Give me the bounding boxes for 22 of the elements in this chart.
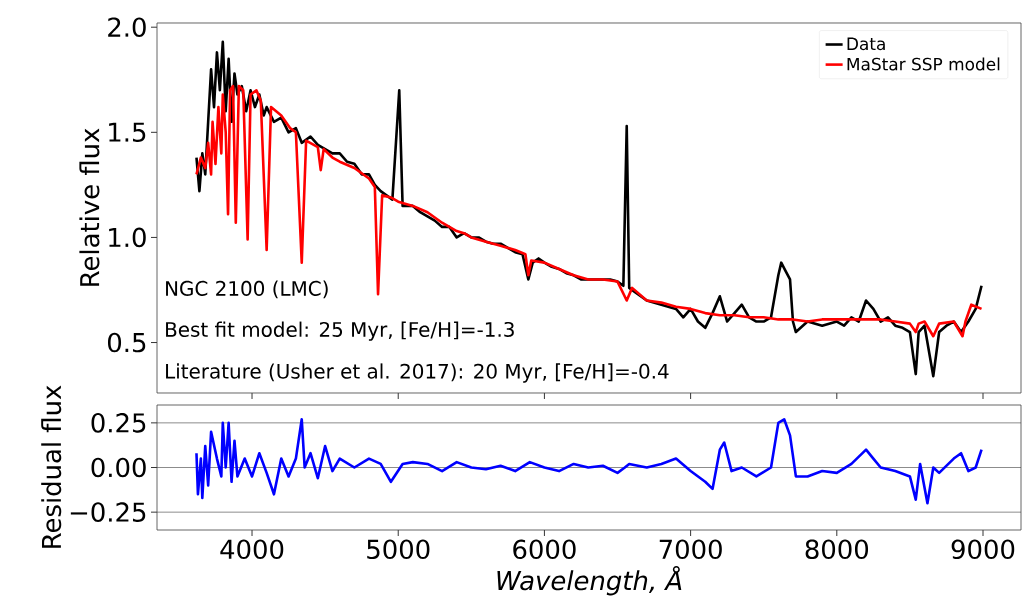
x-tick-label: 8000 <box>805 539 869 560</box>
line-series <box>195 417 983 505</box>
annotation: Best fit model: 25 Myr, [Fe/H]=-1.3 <box>166 321 514 341</box>
legend-label: Data <box>847 37 885 51</box>
x-tick-label: 4000 <box>220 539 284 560</box>
legend-label: MaStar SSP model <box>847 57 1000 71</box>
y-tick-label: 2.0 <box>108 17 146 37</box>
y-tick-label: 0.5 <box>107 332 146 353</box>
x-tick-label: 5000 <box>367 539 430 560</box>
x-tick-label: 9000 <box>951 539 1015 560</box>
y-axis-title: Residual flux <box>41 385 62 548</box>
x-axis-title: Wavelength, Å <box>497 565 682 596</box>
y-tick-label: −0.25 <box>70 502 146 522</box>
annotation: Literature (Usher et al. 2017): 20 Myr, [Fe/H]=-0.4 <box>166 363 669 383</box>
y-tick-label: 1.5 <box>109 122 146 142</box>
annotation: NGC 2100 (LMC) <box>166 280 328 299</box>
y-tick-label: 1.0 <box>109 227 146 248</box>
x-tick-label: 7000 <box>659 539 722 560</box>
y-tick-label: 0.25 <box>91 413 146 433</box>
y-tick-label: 0.00 <box>91 457 146 478</box>
y-axis-title: Relative flux <box>79 128 100 286</box>
x-tick-label: 6000 <box>513 539 576 560</box>
